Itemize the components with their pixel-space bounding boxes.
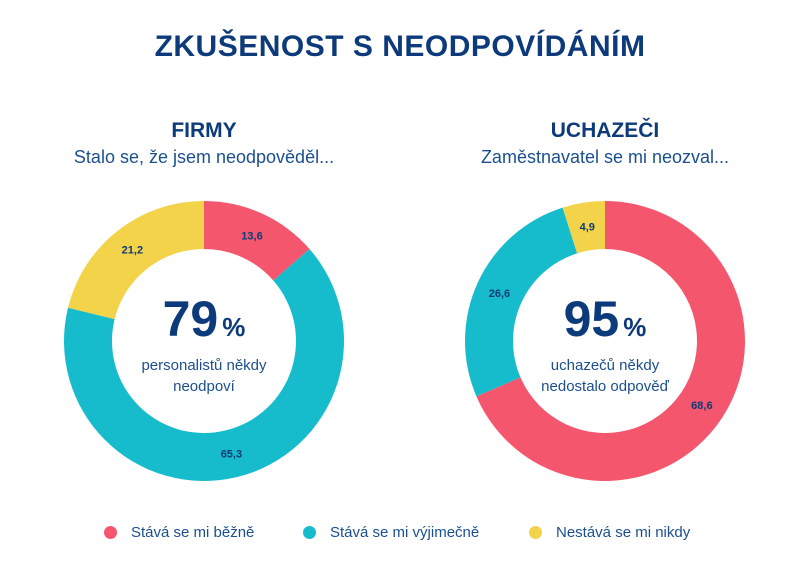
legend-dot [303, 526, 316, 539]
center-unit: % [623, 312, 647, 342]
center-text-line1: uchazečů někdy [550, 357, 660, 374]
donut-slice [465, 207, 578, 397]
legend-dot [529, 526, 542, 539]
donut-slice [562, 201, 605, 254]
donut-slice [204, 201, 310, 281]
center-value: 79 [162, 291, 219, 347]
donut-chart-firmy: 13,6 65,3 21,2 79% personalistů někdy neod… [63, 201, 344, 481]
donut-slice [476, 201, 745, 481]
donut-slice [68, 201, 204, 320]
donut-center: 95% uchazečů někdy nedostalo odpověď [505, 291, 705, 397]
chart-title: UCHAZEČI [550, 119, 660, 142]
panel-uchazeci: UCHAZEČI Zaměstnavatel se mi neozval... … [435, 118, 775, 481]
legend-dot [104, 526, 117, 539]
center-value: 95 [563, 291, 620, 347]
legend: Stává se mi běžně Stává se mi výjimečně … [0, 524, 800, 546]
legend-item-bezne: Stává se mi běžně [104, 524, 254, 541]
slice-data-label: 26,6 [489, 288, 510, 300]
center-value-wrap: 79% [104, 291, 304, 355]
legend-item-vyjimecne: Stává se mi výjimečně [303, 524, 479, 541]
chart-subtitle: Zaměstnavatel se mi neozval... [480, 147, 730, 167]
center-text-line2: neodpoví [173, 378, 235, 395]
donut-slice [63, 248, 344, 481]
donut-svg: 13,6 65,3 21,2 [63, 201, 344, 481]
chart-title: FIRMY [171, 119, 237, 142]
panel-firmy: FIRMY Stalo se, že jsem neodpověděl... 1… [34, 118, 374, 481]
slice-data-label: 68,6 [691, 400, 712, 412]
chart-subtitle: Stalo se, že jsem neodpověděl... [73, 147, 335, 167]
legend-label: Nestává se mi nikdy [556, 524, 691, 541]
slice-data-label: 21,2 [122, 245, 143, 257]
legend-label: Stává se mi běžně [131, 524, 255, 541]
center-value-wrap: 95% [505, 291, 705, 355]
slice-data-label: 65,3 [221, 449, 242, 461]
donut-svg: 68,6 26,6 4,9 [465, 201, 745, 481]
center-text-line1: personalistů někdy [141, 357, 267, 374]
legend-item-nikdy: Nestává se mi nikdy [529, 524, 690, 541]
center-unit: % [222, 312, 246, 342]
center-text-line2: nedostalo odpověď [541, 378, 669, 395]
slice-data-label: 13,6 [241, 230, 262, 242]
donut-center: 79% personalistů někdy neodpoví [104, 291, 304, 397]
slice-data-label: 4,9 [580, 221, 595, 233]
donut-chart-uchazeci: 68,6 26,6 4,9 95% uchazečů někdy nedostalo… [465, 201, 745, 481]
legend-label: Stává se mi výjimečně [330, 524, 480, 541]
page-title: ZKUŠENOST S NEODPOVÍDÁNÍM [154, 30, 646, 63]
